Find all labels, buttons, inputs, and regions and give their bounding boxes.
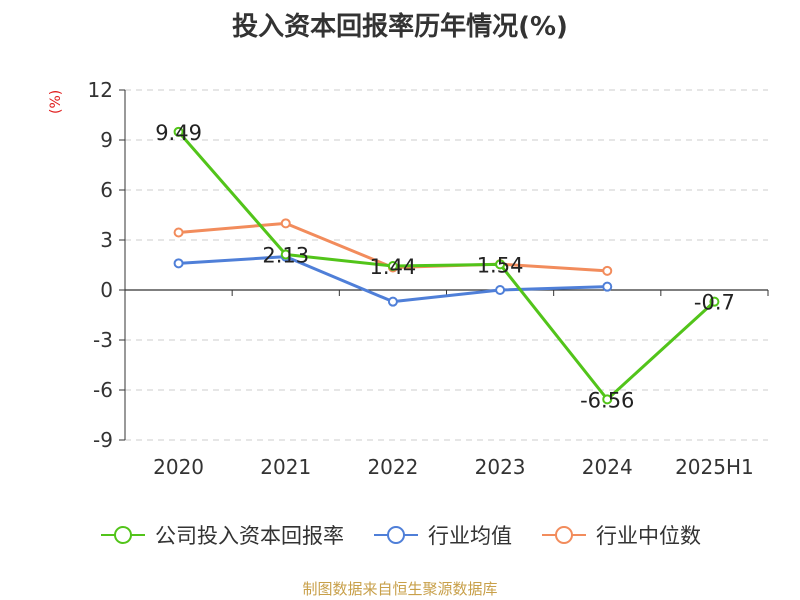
x-tick-label: 2025H1 — [675, 455, 754, 479]
data-label: 2.13 — [262, 244, 309, 268]
data-label: -0.7 — [694, 291, 735, 315]
legend: 公司投入资本回报率 行业均值 行业中位数 — [0, 520, 800, 550]
y-tick-label: -9 — [93, 428, 113, 452]
legend-marker-industry-median — [542, 526, 586, 544]
legend-marker-company — [101, 526, 145, 544]
data-point — [387, 261, 398, 271]
y-tick-label: 9 — [100, 128, 113, 152]
data-label: -6.56 — [580, 388, 634, 412]
chart-title: 投入资本回报率历年情况(%) — [232, 12, 568, 42]
y-tick-label: -3 — [93, 328, 113, 352]
data-label: 1.54 — [477, 253, 524, 277]
data-point — [602, 265, 613, 276]
x-tick-label: 2024 — [582, 455, 633, 479]
x-tick-label: 2021 — [260, 455, 311, 479]
y-tick-label: 0 — [100, 278, 113, 302]
y-tick-label: 3 — [100, 228, 113, 252]
x-tick-label: 2023 — [475, 455, 526, 479]
y-tick-label: 6 — [100, 178, 113, 202]
data-point — [709, 296, 720, 307]
y-tick-label: -6 — [93, 378, 113, 402]
x-tick-label: 2020 — [153, 455, 204, 479]
legend-label-company: 公司投入资本回报率 — [155, 524, 344, 548]
data-point — [495, 285, 506, 295]
legend-label-industry-mean: 行业均值 — [428, 524, 512, 548]
data-point — [280, 218, 291, 229]
data-point — [280, 249, 291, 260]
legend-item-industry-mean[interactable]: 行业均值 — [372, 520, 512, 550]
data-point — [602, 281, 613, 292]
data-point — [173, 227, 184, 238]
legend-item-industry-median[interactable]: 行业中位数 — [540, 520, 701, 550]
data-point — [173, 258, 184, 269]
x-tick-label: 2022 — [367, 455, 418, 479]
data-label: 9.49 — [155, 121, 202, 145]
y-tick-label: 12 — [88, 78, 113, 102]
data-point — [387, 296, 398, 307]
data-point — [602, 394, 613, 405]
source-note: 制图数据来自恒生聚源数据库 — [302, 580, 498, 598]
legend-marker-industry-mean — [374, 526, 418, 544]
series-line — [177, 130, 716, 401]
legend-label-industry-median: 行业中位数 — [596, 524, 701, 548]
data-label: 1.44 — [370, 255, 417, 279]
data-point — [173, 126, 184, 137]
legend-item-company[interactable]: 公司投入资本回报率 — [99, 520, 344, 550]
data-point — [495, 259, 506, 270]
